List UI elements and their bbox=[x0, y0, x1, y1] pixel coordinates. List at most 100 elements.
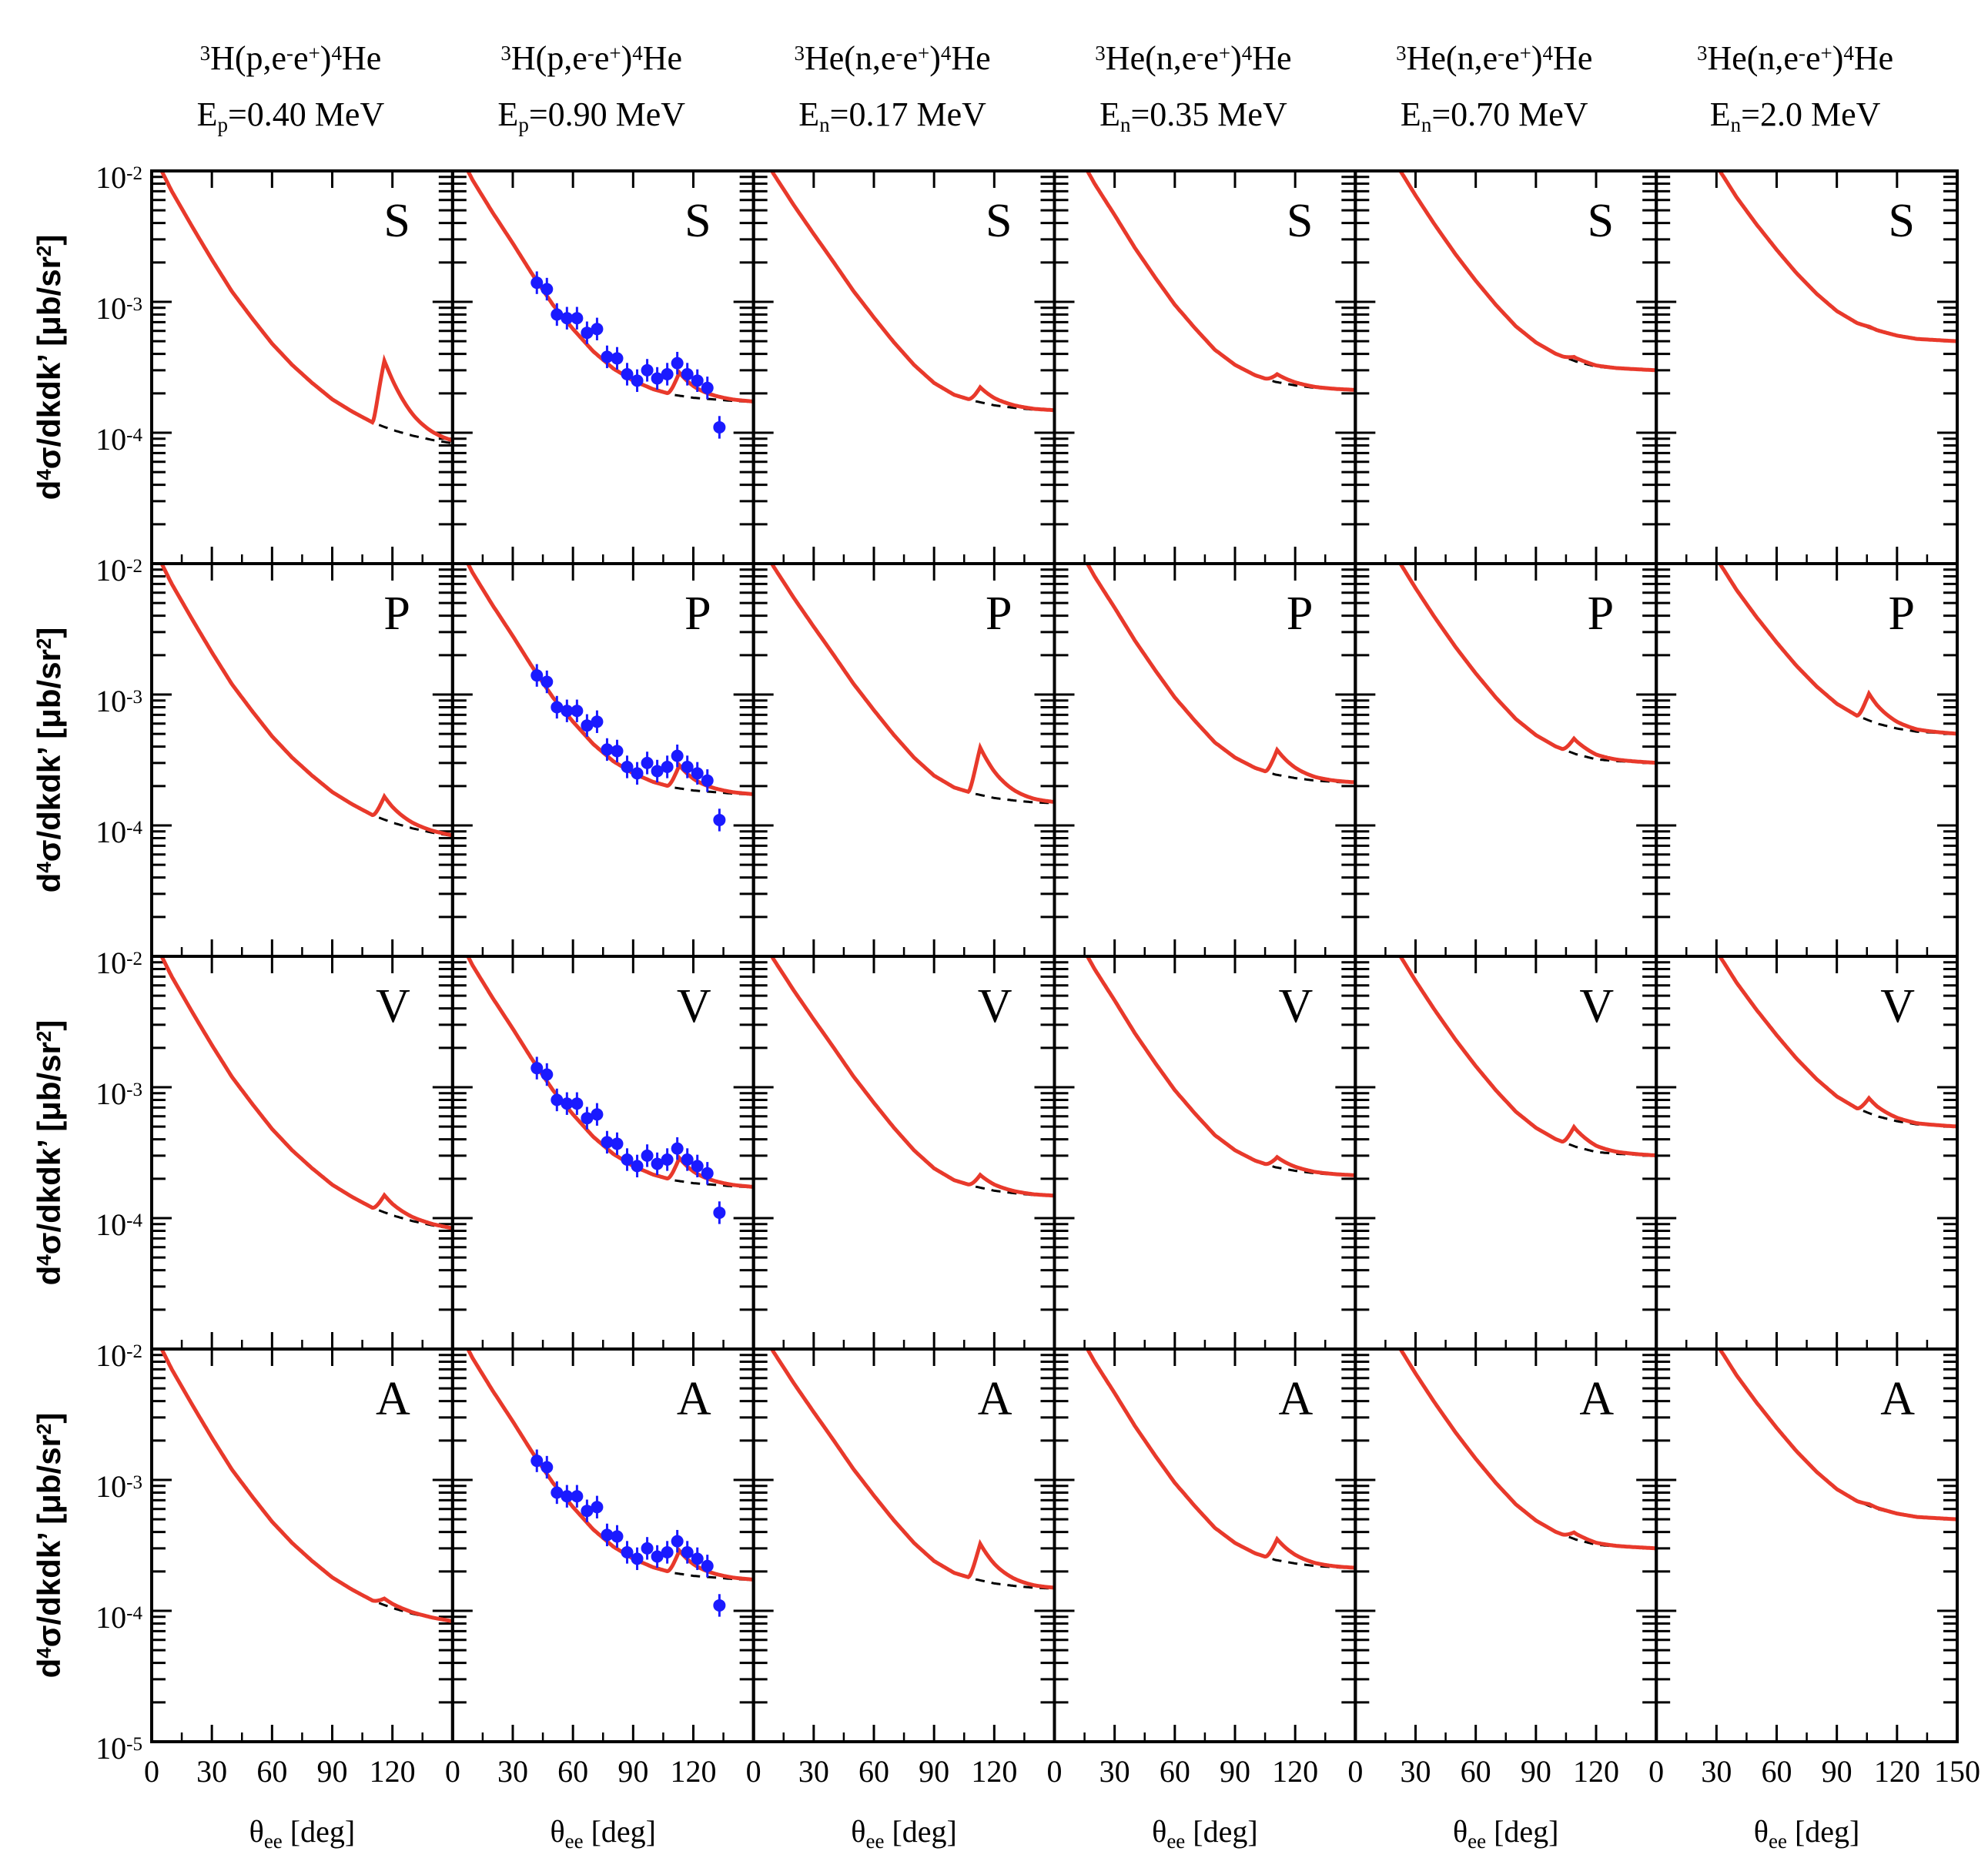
full-curve bbox=[1085, 1349, 1356, 1570]
data-point bbox=[621, 367, 634, 380]
y-tick-label: 10-4 bbox=[95, 815, 142, 849]
data-point bbox=[561, 312, 574, 325]
data-point bbox=[661, 367, 674, 380]
data-point bbox=[551, 308, 564, 321]
data-point bbox=[530, 669, 544, 682]
data-point bbox=[701, 1167, 714, 1180]
y-tick-label: 10-2 bbox=[95, 553, 142, 588]
x-axis: 0 30 60 90 120 θee [deg] 0 30 60 90 120 θee [deg] 0 3… bbox=[144, 1754, 1980, 1853]
panel-label: A bbox=[1279, 1373, 1314, 1425]
reference-curve bbox=[363, 417, 453, 445]
y-tick-label: 10-3 bbox=[95, 291, 142, 326]
y-tick-label: 10-3 bbox=[95, 1469, 142, 1504]
reference-curve bbox=[1848, 1102, 1958, 1128]
column-titles: 3H(p,e-e+)4He Ep=0.40 MeV 3H(p,e-e+)4He Ep=… bbox=[197, 39, 1894, 136]
x-axis-label: θee [deg] bbox=[851, 1814, 957, 1853]
panel-label: A bbox=[1880, 1373, 1915, 1425]
data-point bbox=[551, 1093, 564, 1106]
panel-label: A bbox=[978, 1373, 1012, 1425]
x-tick-label: 90 bbox=[1521, 1754, 1551, 1789]
reference-curve bbox=[959, 1180, 1055, 1197]
x-tick-label: 150 bbox=[1934, 1754, 1980, 1789]
reference-curve bbox=[1848, 709, 1958, 735]
data-point bbox=[681, 760, 694, 773]
x-axis-label: θee [deg] bbox=[249, 1814, 356, 1853]
full-curve bbox=[1397, 956, 1657, 1158]
full-curve bbox=[159, 956, 453, 1230]
reference-curve bbox=[658, 782, 754, 796]
data-point bbox=[601, 1528, 614, 1542]
data-point bbox=[581, 719, 594, 732]
x-tick-label: 60 bbox=[858, 1754, 889, 1789]
panel-frame bbox=[1655, 1347, 1960, 1743]
data-point bbox=[641, 1149, 654, 1162]
panel-label: V bbox=[677, 980, 711, 1033]
data-point bbox=[581, 1112, 594, 1125]
full-curve bbox=[769, 956, 1055, 1198]
column-title: 3He(n,e-e+)4He bbox=[1396, 39, 1592, 77]
column-title: 3H(p,e-e+)4He bbox=[200, 39, 382, 77]
panel: S bbox=[1354, 169, 1658, 565]
x-tick-label: 0 bbox=[1648, 1754, 1664, 1789]
column-title: 3He(n,e-e+)4He bbox=[794, 39, 990, 77]
data-point bbox=[661, 1153, 674, 1166]
data-point bbox=[571, 1097, 584, 1110]
data-point bbox=[591, 715, 604, 728]
panel-label: A bbox=[376, 1373, 410, 1425]
data-point bbox=[713, 1599, 726, 1612]
panel: V bbox=[1354, 955, 1658, 1351]
panel: P bbox=[450, 562, 755, 958]
data-point bbox=[601, 743, 614, 756]
x-tick-label: 90 bbox=[317, 1754, 348, 1789]
panel-label: A bbox=[677, 1373, 711, 1425]
panel: P bbox=[1354, 562, 1658, 958]
column-title: 3He(n,e-e+)4He bbox=[1095, 39, 1291, 77]
data-point bbox=[591, 1108, 604, 1121]
reference-curve bbox=[658, 1568, 754, 1582]
x-tick-label: 0 bbox=[746, 1754, 761, 1789]
column-energy: En=0.70 MeV bbox=[1401, 95, 1588, 136]
data-point bbox=[571, 705, 584, 718]
y-tick-label: 10-2 bbox=[95, 946, 142, 980]
x-tick-label: 30 bbox=[1099, 1754, 1130, 1789]
data-point bbox=[641, 1542, 654, 1555]
panel: S bbox=[150, 169, 454, 565]
y-tick-label: 10-4 bbox=[95, 1207, 142, 1242]
full-curve bbox=[1717, 564, 1957, 736]
column-energy: En=0.17 MeV bbox=[798, 95, 986, 136]
data-point bbox=[530, 276, 544, 290]
panel: A bbox=[1655, 1347, 1960, 1743]
panel-label: P bbox=[684, 588, 711, 640]
panel: V bbox=[751, 955, 1056, 1351]
panel-label: S bbox=[986, 195, 1012, 247]
data-point bbox=[701, 1559, 714, 1572]
full-curve bbox=[769, 564, 1055, 804]
x-tick-label: 120 bbox=[971, 1754, 1017, 1789]
full-curve bbox=[769, 1349, 1055, 1590]
column-energy: Ep=0.90 MeV bbox=[497, 95, 685, 136]
panel: P bbox=[1053, 562, 1357, 958]
x-tick-label: 30 bbox=[1401, 1754, 1431, 1789]
panel-label: P bbox=[383, 588, 410, 640]
data-point bbox=[641, 756, 654, 769]
full-curve bbox=[1717, 1349, 1958, 1522]
data-point bbox=[691, 1552, 704, 1565]
full-curve bbox=[159, 1349, 453, 1624]
x-axis-label: θee [deg] bbox=[1453, 1814, 1559, 1853]
column-energy: En=2.0 MeV bbox=[1710, 95, 1881, 136]
panel: P bbox=[150, 562, 454, 958]
data-point bbox=[713, 1206, 726, 1219]
data-point bbox=[641, 363, 654, 377]
data-point bbox=[581, 1505, 594, 1518]
data-point bbox=[611, 1530, 624, 1543]
data-point bbox=[701, 774, 714, 787]
x-tick-label: 30 bbox=[196, 1754, 227, 1789]
full-curve bbox=[1717, 956, 1958, 1129]
panel-label: V bbox=[1579, 980, 1614, 1033]
data-point bbox=[661, 1545, 674, 1558]
x-tick-label: 90 bbox=[1220, 1754, 1250, 1789]
data-point bbox=[651, 372, 664, 385]
y-axis: 10-4 10-3 10-2 d4σ/dkdk’ [μb/sr2] 10-4 10-3 10… bbox=[31, 160, 142, 1766]
data-point bbox=[541, 1068, 554, 1081]
panel-label: P bbox=[1287, 588, 1313, 640]
